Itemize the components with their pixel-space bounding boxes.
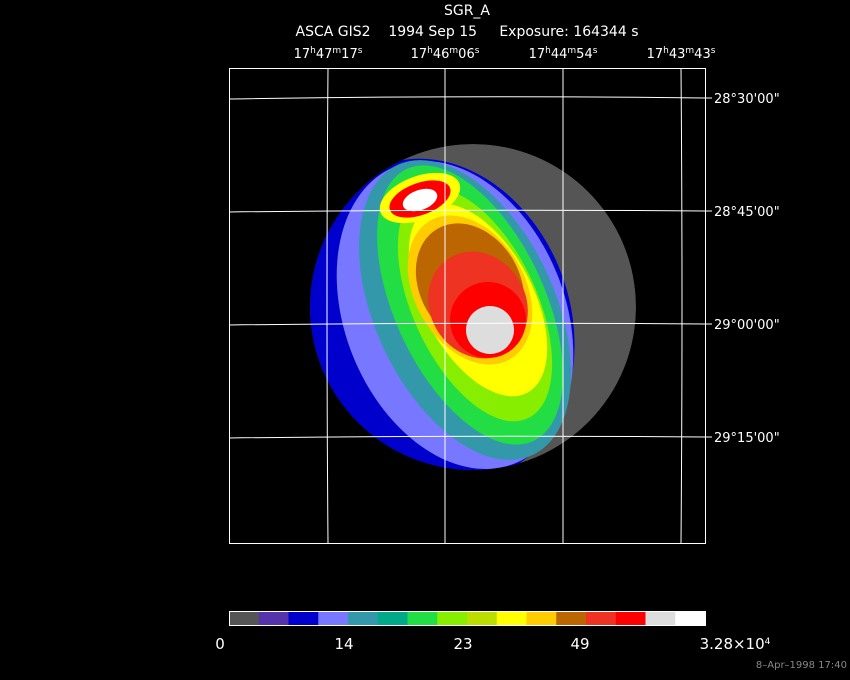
superscript: h bbox=[545, 46, 551, 56]
label-part: 06 bbox=[458, 47, 475, 62]
superscript: h bbox=[427, 46, 433, 56]
superscript: s bbox=[593, 46, 598, 56]
colorbar-swatch bbox=[556, 611, 587, 625]
ra-label: 17h46m06s bbox=[411, 46, 480, 62]
label-part: 17 bbox=[411, 47, 428, 62]
colorbar-swatch bbox=[229, 611, 260, 625]
colorbar-swatch bbox=[526, 611, 557, 625]
coordinate-grid bbox=[228, 67, 706, 544]
label-part: 3.28×10 bbox=[700, 635, 765, 653]
superscript: m bbox=[332, 46, 341, 56]
label-part: 17 bbox=[529, 47, 546, 62]
image bbox=[310, 144, 636, 470]
label-part: 14 bbox=[334, 635, 353, 653]
title: SGR_A bbox=[444, 3, 490, 19]
colorbar-swatch bbox=[258, 611, 289, 625]
superscript: m bbox=[449, 46, 458, 56]
label-part: 0 bbox=[215, 635, 225, 653]
label-part: 47 bbox=[316, 47, 333, 62]
superscript: h bbox=[310, 46, 316, 56]
label-part: 54 bbox=[576, 47, 593, 62]
superscript: s bbox=[711, 46, 716, 56]
label-part: 49 bbox=[570, 635, 589, 653]
colorbar-label: 23 bbox=[453, 635, 472, 653]
ra-label: 17h47m17s bbox=[294, 46, 363, 62]
colorbar-swatch bbox=[467, 611, 498, 625]
colorbar-swatch bbox=[675, 611, 706, 625]
colorbar-frame bbox=[229, 611, 706, 626]
subtitle: ASCA GIS2 1994 Sep 15 Exposure: 164344 s bbox=[296, 24, 639, 40]
colorbar-label: 0 bbox=[215, 635, 225, 653]
dec-label: 28°30'00" bbox=[714, 92, 780, 107]
label-part: 44 bbox=[551, 47, 568, 62]
colorbar-swatch bbox=[407, 611, 438, 625]
label-part: 17 bbox=[341, 47, 358, 62]
colorbar-swatch bbox=[348, 611, 379, 625]
dec-label: 28°45'00" bbox=[714, 205, 780, 220]
label-part: 17 bbox=[294, 47, 311, 62]
superscript: m bbox=[685, 46, 694, 56]
colorbar-label: 3.28×104 bbox=[700, 635, 771, 653]
dec-label: 29°00'00" bbox=[714, 318, 780, 333]
colorbar-swatch bbox=[615, 611, 646, 625]
superscript: s bbox=[475, 46, 480, 56]
superscript: s bbox=[358, 46, 363, 56]
colorbar-swatch bbox=[288, 611, 319, 625]
superscript: 4 bbox=[765, 637, 771, 647]
label-part: 23 bbox=[453, 635, 472, 653]
timestamp: 8–Apr–1998 17:40 bbox=[756, 660, 847, 671]
colorbar-swatch bbox=[586, 611, 617, 625]
colorbar-label: 14 bbox=[334, 635, 353, 653]
colorbar-swatch bbox=[437, 611, 468, 625]
colorbar-swatch bbox=[318, 611, 349, 625]
dec-label: 29°15'00" bbox=[714, 431, 780, 446]
ra-label: 17h44m54s bbox=[529, 46, 598, 62]
colorbar-swatch bbox=[645, 611, 676, 625]
colorbar-swatch bbox=[496, 611, 527, 625]
superscript: h bbox=[663, 46, 669, 56]
ra-label: 17h43m43s bbox=[647, 46, 716, 62]
colorbar-label: 49 bbox=[570, 635, 589, 653]
label-part: 17 bbox=[647, 47, 664, 62]
label-part: 43 bbox=[669, 47, 686, 62]
colorbar-swatch bbox=[377, 611, 408, 625]
label-part: 43 bbox=[694, 47, 711, 62]
superscript: m bbox=[567, 46, 576, 56]
label-part: 46 bbox=[433, 47, 450, 62]
